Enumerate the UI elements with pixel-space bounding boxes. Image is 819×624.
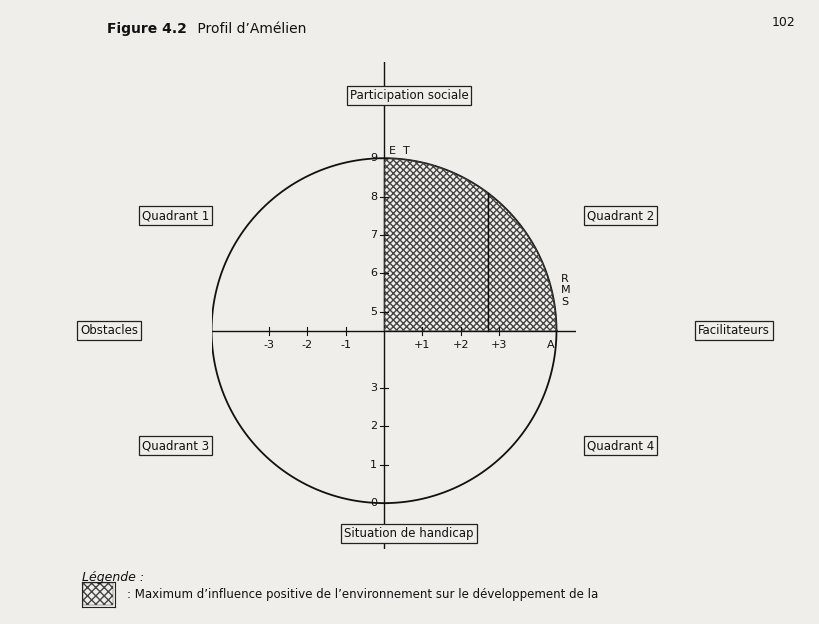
Text: 1: 1 [369, 460, 377, 470]
Text: Quadrant 4: Quadrant 4 [586, 439, 653, 452]
Text: Quadrant 3: Quadrant 3 [142, 439, 209, 452]
Text: 6: 6 [369, 268, 377, 278]
Text: +2: +2 [452, 340, 468, 350]
Text: 0: 0 [369, 498, 377, 508]
Text: Figure 4.2: Figure 4.2 [106, 22, 186, 36]
Text: Situation de handicap: Situation de handicap [344, 527, 473, 540]
Text: Facilitateurs: Facilitateurs [697, 324, 769, 337]
Text: R: R [560, 274, 568, 284]
Text: -2: -2 [301, 340, 313, 350]
Text: Quadrant 2: Quadrant 2 [586, 209, 653, 222]
Text: Légende :: Légende : [82, 571, 144, 584]
Text: : Maximum d’influence positive de l’environnement sur le développement de la: : Maximum d’influence positive de l’envi… [127, 588, 598, 600]
Text: 5: 5 [369, 306, 377, 316]
Text: M: M [560, 285, 570, 295]
Text: +3: +3 [491, 340, 507, 350]
Text: Participation sociale: Participation sociale [350, 89, 468, 102]
Text: Quadrant 1: Quadrant 1 [142, 209, 209, 222]
Text: Profil d’Amélien: Profil d’Amélien [192, 22, 305, 36]
Text: A: A [546, 340, 554, 350]
Text: 9: 9 [369, 154, 377, 163]
Text: 7: 7 [369, 230, 377, 240]
Text: -3: -3 [263, 340, 274, 350]
Text: 102: 102 [771, 16, 794, 29]
Text: -1: -1 [340, 340, 351, 350]
Text: Obstacles: Obstacles [80, 324, 138, 337]
Text: S: S [560, 297, 568, 307]
Text: 3: 3 [369, 383, 377, 393]
Text: 2: 2 [369, 421, 377, 431]
Text: +1: +1 [414, 340, 430, 350]
Text: 8: 8 [369, 192, 377, 202]
Text: E  T: E T [388, 146, 409, 156]
